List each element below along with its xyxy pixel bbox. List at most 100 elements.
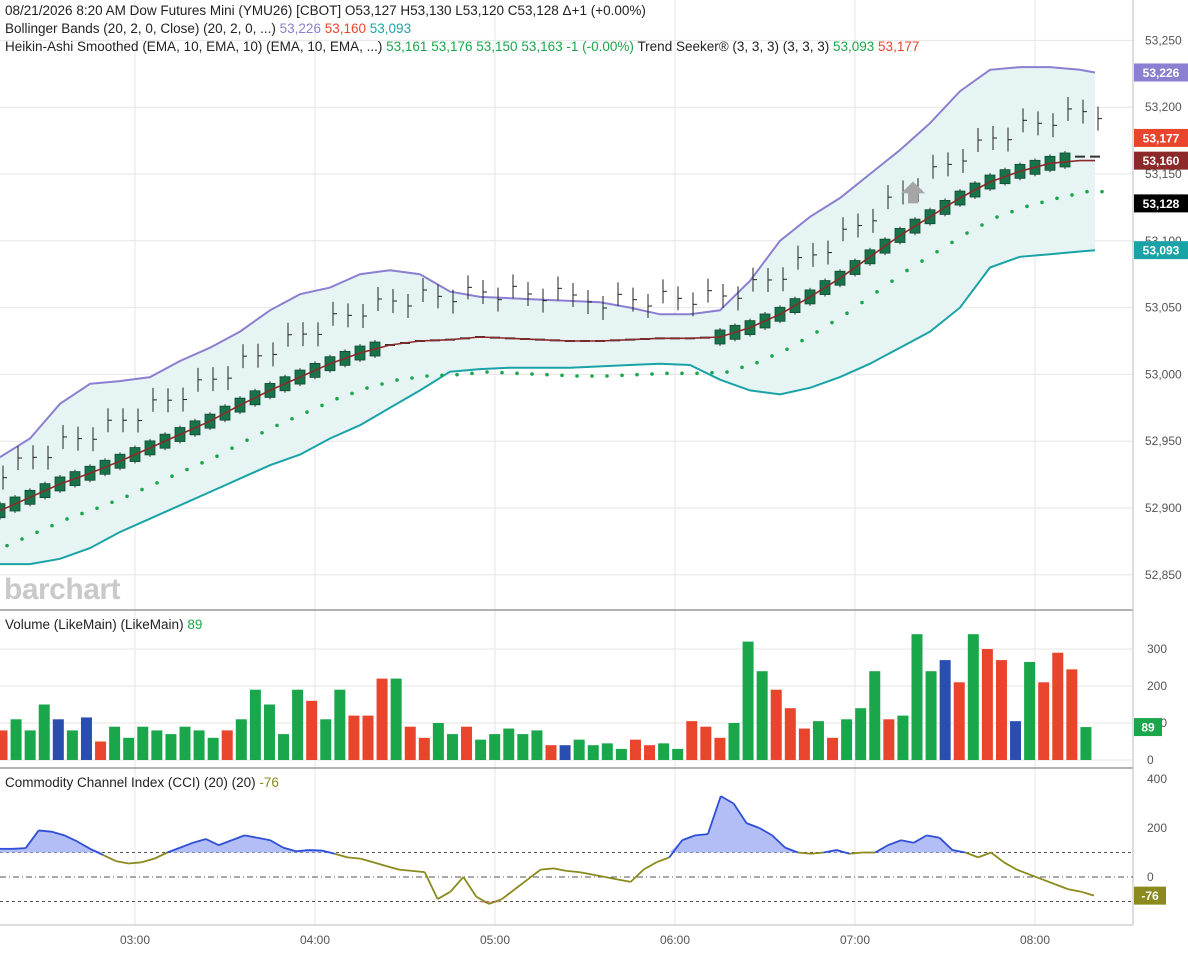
price-tick-label: 53,000 [1145, 367, 1182, 381]
volume-bar [151, 730, 163, 760]
volume-bar [432, 723, 444, 760]
cci-line-segment [475, 895, 490, 905]
cci-line-segment [1055, 883, 1069, 891]
cci-line-segment [553, 867, 567, 872]
bb-upper-badge-label: 53,226 [1143, 66, 1180, 80]
last-price-badge [1134, 194, 1188, 213]
cci-line-segment [385, 865, 400, 871]
cci-badge-label: -76 [1141, 889, 1159, 903]
cci-line-segment [1080, 890, 1095, 897]
price-tick-label: 52,950 [1145, 434, 1182, 448]
volume-bar [0, 730, 8, 760]
last-price-badge-label: 53,128 [1143, 197, 1180, 211]
trend-seeker-dot [725, 370, 729, 374]
volume-bar [390, 678, 402, 760]
cci-line-segment [411, 869, 425, 873]
trend-seeker-value-2: 53,177 [878, 39, 920, 54]
cci-line-segment [656, 856, 670, 864]
bb-lower-value: 53,093 [369, 21, 412, 36]
trend-seeker-dot [20, 537, 24, 541]
volume-bar [95, 741, 107, 760]
trend-seeker-dot [575, 374, 579, 378]
volume-label: Volume (LikeMain) (LikeMain) [5, 617, 184, 632]
cci-line-segment [514, 878, 529, 890]
volume-bar [629, 739, 641, 760]
trend-seeker-dot [1100, 189, 1104, 194]
volume-bar [995, 660, 1007, 760]
cci-line-segment [347, 856, 361, 860]
trend-seeker-label: Trend Seeker® (3, 3, 3) (3, 3, 3) [637, 39, 830, 54]
cci-line-segment [462, 876, 477, 898]
trend-seeker-dot [890, 279, 894, 283]
volume-bar [939, 660, 951, 760]
cci-series [0, 795, 1095, 905]
bb-lower-badge-label: 53,093 [1143, 244, 1180, 258]
cci-line-segment [732, 803, 748, 824]
volume-bar [897, 715, 909, 760]
ha-label: Heikin-Ashi Smoothed (EMA, 10, EMA, 10) … [5, 39, 383, 54]
cci-tick-label: 0 [1147, 870, 1154, 884]
trend-seeker-dot [695, 371, 699, 376]
cci-line-segment [1016, 868, 1030, 876]
volume-bar [559, 745, 571, 760]
ha-open-value: 53,161 [386, 39, 428, 54]
ha-low-value: 53,150 [476, 39, 518, 54]
volume-bar [475, 739, 487, 760]
volume-bar [517, 734, 529, 760]
cci-line-segment [746, 822, 760, 829]
trend-seeker-dot [125, 494, 129, 499]
volume-bar [446, 734, 458, 760]
cci-header: Commodity Channel Index (CCI) (20) (20) … [5, 775, 279, 790]
volume-bar [38, 704, 50, 760]
trend-seeker-dot [950, 240, 954, 245]
trend-seeker-dot [440, 373, 444, 378]
cci-line-segment [154, 851, 168, 860]
time-tick-label: 07:00 [840, 933, 870, 947]
volume-bar [1024, 661, 1036, 760]
cci-line-segment [758, 827, 773, 837]
cci-line-segment [141, 857, 155, 864]
ha-close-value: 53,163 [521, 39, 563, 54]
cci-line-segment [771, 834, 786, 849]
trend-seeker-dot [140, 487, 144, 492]
trend-seeker-dot [515, 371, 519, 376]
trend-seeker-dot [335, 396, 339, 401]
cci-line-segment [1068, 888, 1082, 893]
bb-mid-badge-label: 53,160 [1143, 154, 1180, 168]
volume-bar [278, 734, 290, 760]
volume-bar [615, 748, 627, 760]
cci-label: Commodity Channel Index (CCI) (20) (20) [5, 775, 256, 790]
cci-line-segment [128, 861, 142, 865]
cci-line-segment [449, 876, 465, 893]
cci-line-segment [681, 834, 696, 842]
bollinger-lower-line [0, 249, 1096, 566]
volume-bars [0, 634, 1092, 760]
time-tick-label: 04:00 [300, 933, 330, 947]
volume-bar [658, 743, 670, 760]
cci-line-segment [604, 876, 618, 881]
volume-bar [827, 737, 839, 760]
trend-seeker-dot [455, 372, 459, 377]
bb-mid-badge [1134, 151, 1188, 170]
volume-bar [869, 671, 881, 760]
trend-seeker-dot [635, 372, 639, 377]
cci-line-segment [166, 846, 181, 854]
cci-line-segment [823, 849, 837, 854]
trend-seeker-dot [710, 370, 714, 375]
volume-bar [967, 634, 979, 760]
trend-seeker-dot [860, 300, 864, 305]
trend-seeker-badge-label: 53,177 [1143, 131, 1180, 145]
volume-bar [376, 678, 388, 760]
trend-seeker-dot [1025, 204, 1029, 209]
volume-bar [249, 689, 261, 760]
cci-tick-label: 400 [1147, 772, 1167, 786]
volume-bar [165, 734, 177, 760]
time-tick-label: 08:00 [1020, 933, 1050, 947]
trend-seeker-dot [875, 290, 879, 294]
trend-seeker-dot [740, 365, 744, 370]
cci-line-segment [707, 795, 722, 835]
cci-line-segment [836, 849, 850, 855]
cci-line-segment [964, 851, 979, 859]
cci-line-segment [231, 834, 245, 842]
